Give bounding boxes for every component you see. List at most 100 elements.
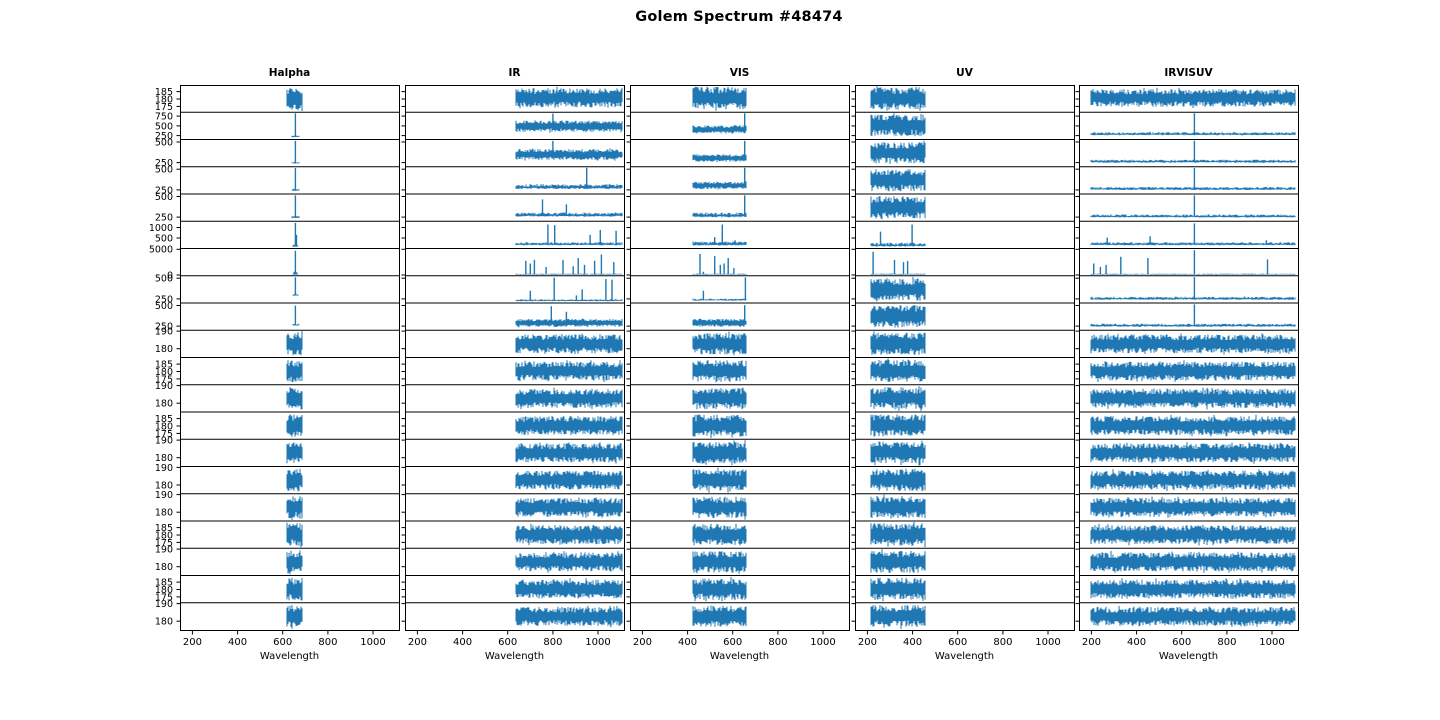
spectrum-trace-r16-vis [692, 496, 747, 520]
spectrum-trace-r15-uv [870, 468, 926, 492]
spectrum-trace-r9-ir [515, 318, 623, 328]
spectrum-trace-r18-halpha [286, 550, 303, 575]
spectrum-trace-r15-vis [692, 467, 747, 493]
column-title-halpha: Halpha [269, 67, 311, 79]
y-tick-label: 175 [155, 538, 173, 549]
spectrum-peaks-r6-vis [714, 224, 736, 245]
y-tick-label: 500 [155, 192, 173, 203]
spectrum-trace-r11-vis [692, 360, 747, 383]
y-tick-label: 250 [155, 294, 173, 305]
x-tick-label: 200 [858, 637, 877, 648]
spectrum-trace-r8-ir [515, 299, 623, 302]
y-tick-label: 185 [155, 360, 173, 371]
spectrum-trace-r17-halpha [286, 522, 303, 548]
x-tick-label: 600 [723, 637, 742, 648]
spectrum-trace-r11-uv [870, 358, 926, 382]
y-tick-label: 180 [155, 508, 173, 519]
spectrum-peaks-r6-irvisuv [1106, 223, 1268, 245]
spectrum-trace-r8-irvisuv [1090, 296, 1296, 300]
spectrum-trace-r14-irvisuv [1090, 442, 1296, 464]
spectrum-trace-r12-halpha [286, 387, 303, 410]
spectrum-trace-r14-halpha [286, 442, 303, 464]
x-tick-label: 1000 [1035, 637, 1060, 648]
x-tick-label: 800 [543, 637, 562, 648]
spectrum-trace-r16-irvisuv [1090, 496, 1296, 518]
y-tick-label: 185 [155, 523, 173, 534]
y-tick-label: 500 [155, 274, 173, 285]
y-tick-label: 175 [155, 102, 173, 113]
spectrum-trace-r5-irvisuv [1090, 214, 1296, 218]
column-title-ir: IR [509, 67, 521, 79]
spectrum-trace-r1-ir [515, 86, 623, 109]
x-tick-label: 1000 [360, 637, 385, 648]
x-tick-label: 600 [948, 637, 967, 648]
spectrum-peaks-r6-uv [879, 224, 913, 246]
x-tick-label: 1000 [810, 637, 835, 648]
spectrum-peaks-r2-irvisuv [1149, 113, 1196, 135]
spectrum-trace-r20-irvisuv [1090, 605, 1296, 627]
spectrum-trace-r20-uv [870, 605, 926, 629]
spectrum-trace-r18-vis [692, 551, 747, 574]
y-tick-label: 180 [155, 399, 173, 410]
y-tick-label: 175 [155, 592, 173, 603]
spectrum-trace-r16-ir [515, 497, 623, 518]
y-tick-label: 500 [155, 165, 173, 176]
spectrum-trace-r1-irvisuv [1090, 87, 1296, 108]
y-tick-label: 500 [155, 121, 173, 132]
column-title-irvisuv: IRVISUV [1164, 67, 1213, 79]
column-title-uv: UV [956, 67, 974, 79]
spectrum-trace-r5-ir [515, 212, 623, 217]
x-tick-label: 800 [1217, 637, 1236, 648]
spectrum-trace-r18-uv [870, 549, 926, 573]
y-tick-label: 0 [167, 270, 173, 281]
y-tick-label: 180 [155, 585, 173, 596]
x-tick-label: 400 [1127, 637, 1146, 648]
spectrum-trace-r16-halpha [286, 496, 303, 520]
spectrum-trace-r10-vis [692, 331, 747, 356]
spectrum-trace-r20-ir [515, 605, 623, 628]
y-tick-label: 5000 [149, 245, 173, 256]
x-axis-label: Wavelength [710, 651, 769, 662]
y-tick-label: 190 [155, 463, 173, 474]
spectrum-trace-r15-halpha [286, 468, 303, 492]
spectrum-trace-r14-ir [515, 442, 623, 464]
spectrum-trace-r14-vis [692, 440, 747, 466]
spectrum-peaks-r8-ir [529, 277, 613, 301]
spectrum-trace-r7-uv [870, 273, 926, 275]
spectrum-peaks-r7-halpha [293, 250, 298, 275]
spectrum-trace-r12-ir [515, 387, 623, 410]
spectrum-trace-r19-ir [515, 578, 623, 599]
spectrum-trace-r13-irvisuv [1090, 414, 1296, 437]
spectrum-trace-r6-irvisuv [1090, 242, 1296, 246]
spectrum-trace-r4-vis [692, 181, 747, 190]
spectrum-peaks-r5-irvisuv [1142, 195, 1196, 217]
y-tick-label: 500 [155, 301, 173, 312]
spectrum-trace-r17-irvisuv [1090, 523, 1296, 546]
x-tick-label: 800 [768, 637, 787, 648]
spectrum-trace-r6-vis [692, 241, 747, 246]
spectrum-trace-r12-vis [692, 387, 747, 410]
y-tick-label: 185 [155, 87, 173, 98]
spectrum-peaks-r8-irvisuv [1142, 277, 1196, 300]
spectrum-peaks-r7-ir [525, 254, 615, 275]
y-tick-label: 180 [155, 530, 173, 541]
spectrum-trace-r3-ir [515, 148, 623, 161]
spectrum-trace-r15-irvisuv [1090, 469, 1296, 491]
spectrum-trace-r3-vis [692, 154, 747, 163]
y-tick-label: 180 [155, 94, 173, 105]
y-tick-label: 185 [155, 578, 173, 589]
spectrum-trace-r13-uv [870, 414, 926, 437]
spectrum-trace-r10-uv [870, 331, 926, 355]
spectrum-peaks-r6-ir [547, 224, 617, 245]
y-tick-label: 180 [155, 617, 173, 628]
spectrum-trace-r7-vis [692, 273, 747, 275]
y-tick-label: 1000 [149, 223, 173, 234]
spectrum-trace-r5-vis [692, 212, 747, 218]
x-tick-label: 400 [228, 637, 247, 648]
y-tick-label: 250 [155, 213, 173, 224]
x-tick-label: 800 [318, 637, 337, 648]
x-tick-label: 200 [183, 637, 202, 648]
spectrum-trace-r12-uv [870, 386, 926, 411]
spectrum-trace-r11-irvisuv [1090, 360, 1296, 382]
